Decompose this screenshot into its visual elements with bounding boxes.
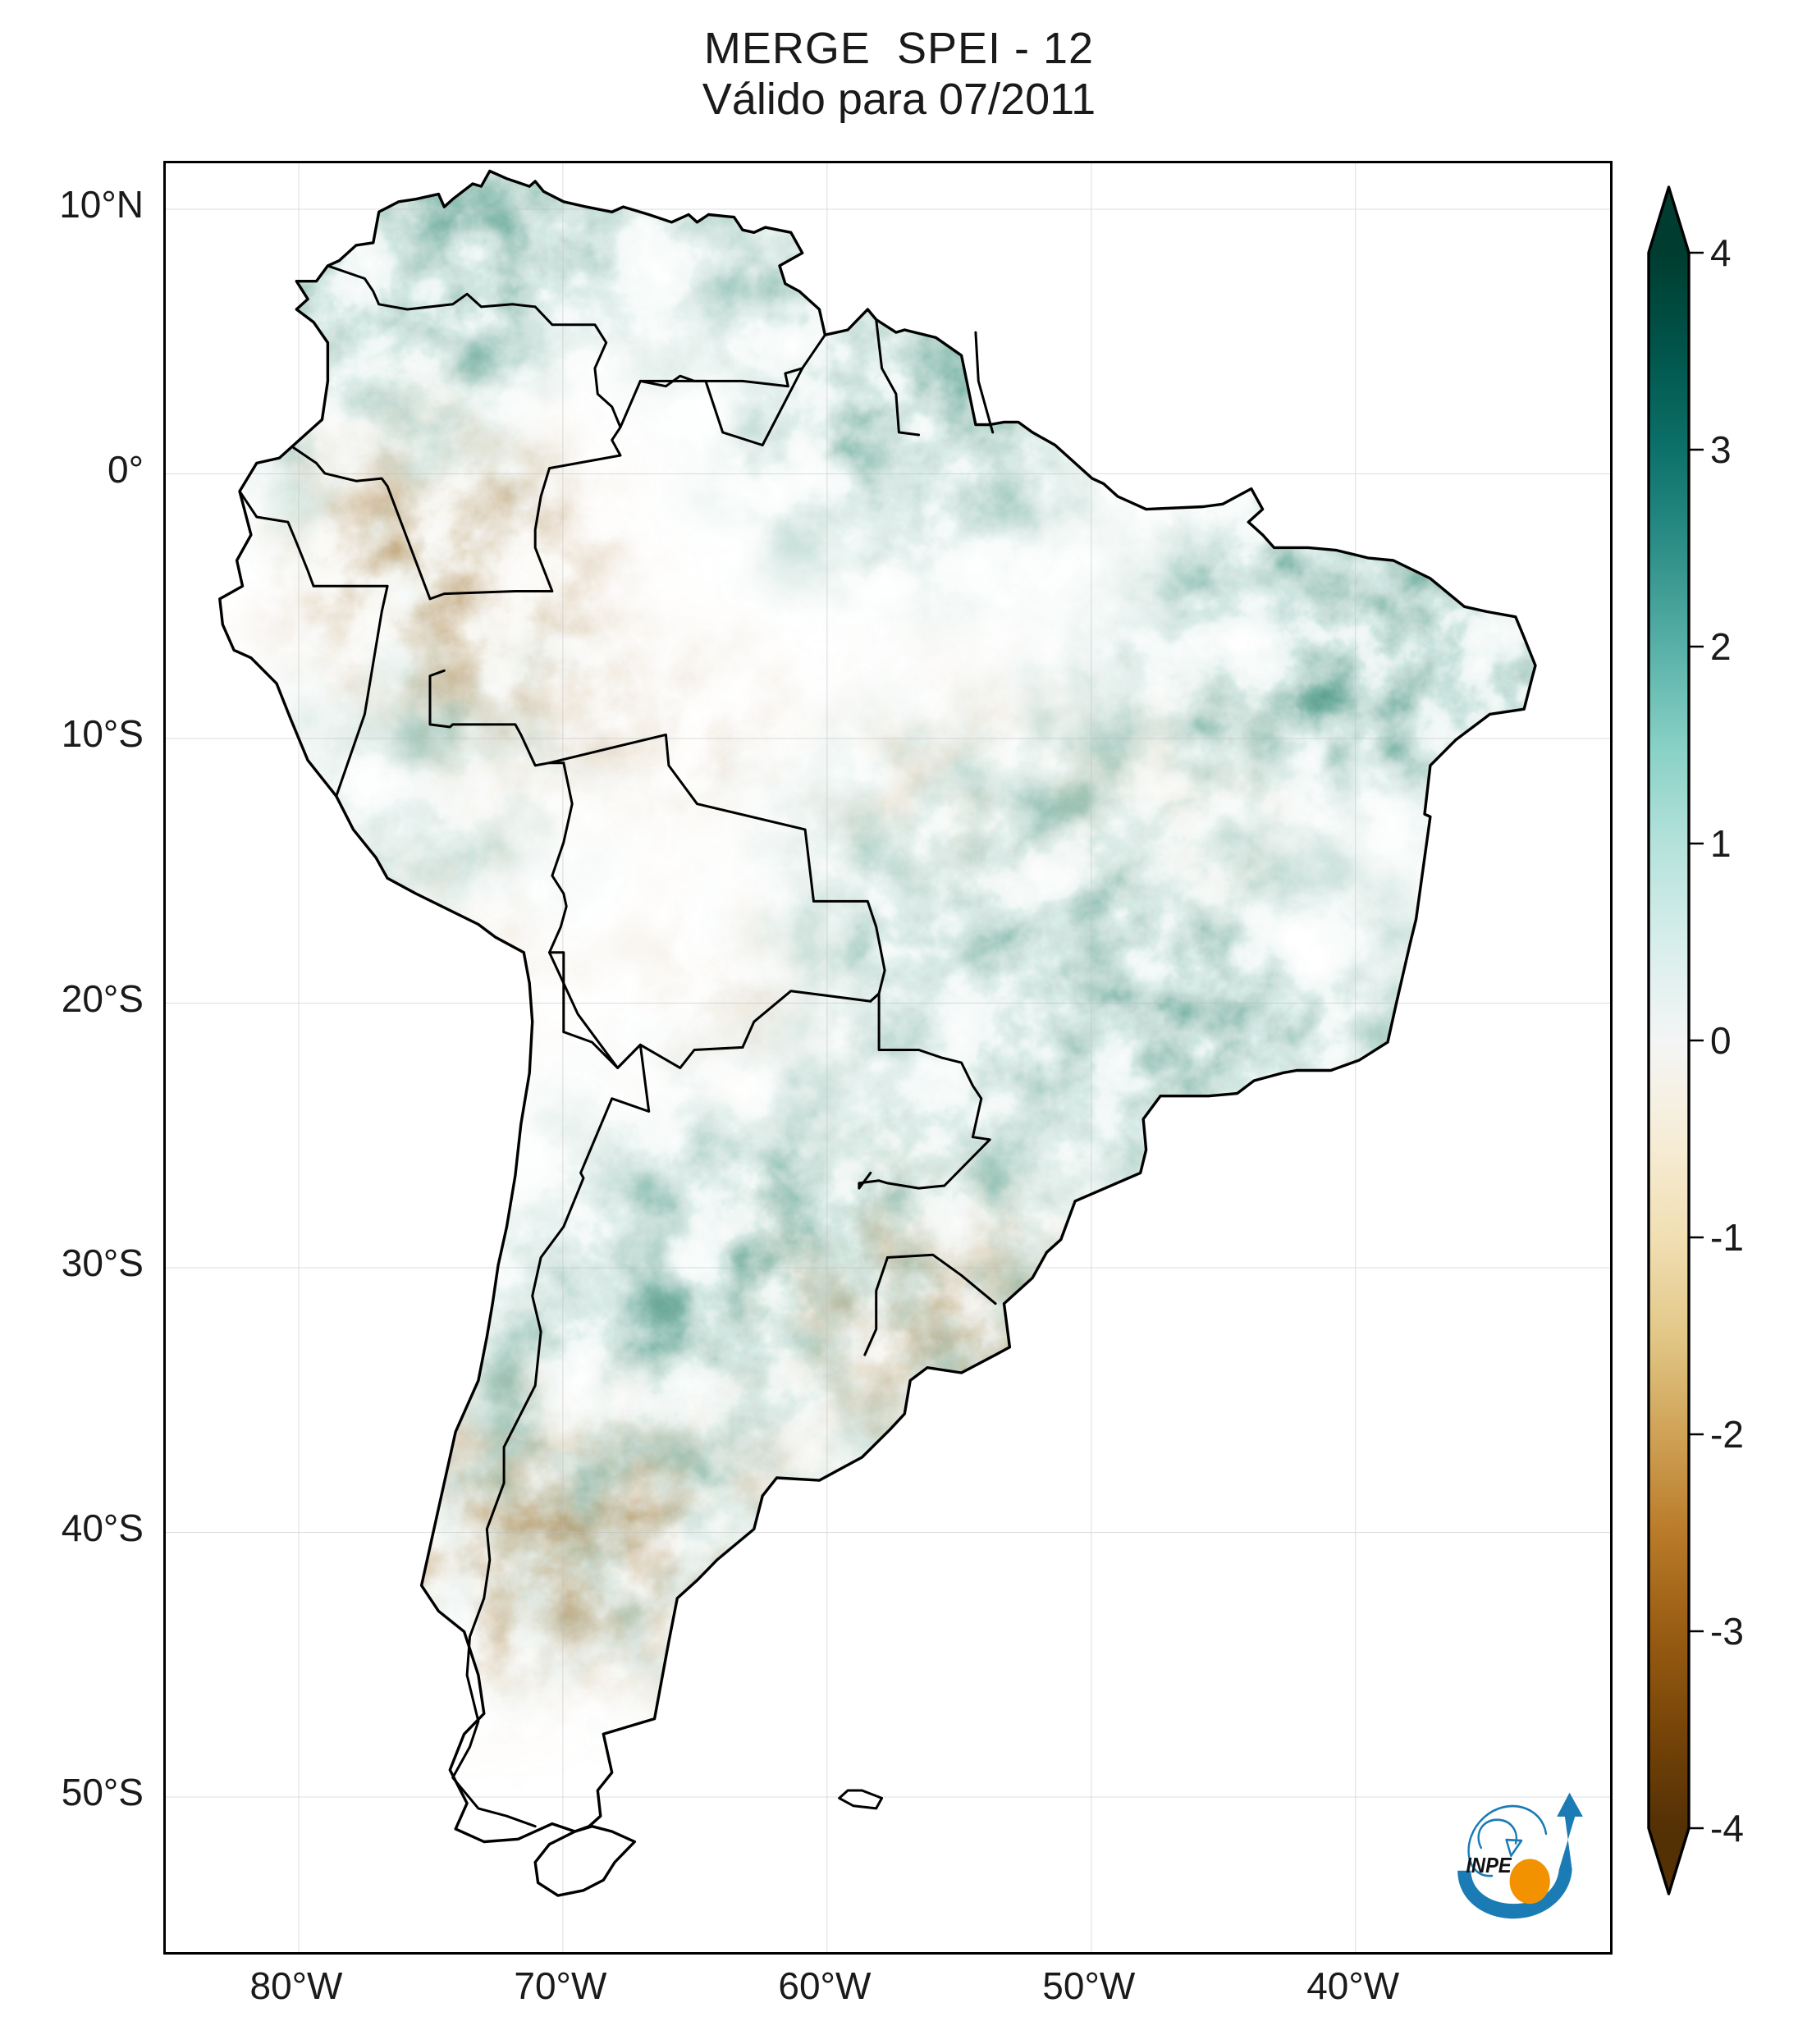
svg-text:-1: -1 (1710, 1216, 1744, 1259)
svg-text:-2: -2 (1710, 1413, 1744, 1456)
svg-text:-3: -3 (1710, 1610, 1744, 1653)
svg-text:3: 3 (1710, 428, 1732, 471)
svg-text:-4: -4 (1710, 1807, 1744, 1850)
svg-text:4: 4 (1710, 231, 1732, 274)
svg-text:2: 2 (1710, 625, 1732, 668)
svg-text:1: 1 (1710, 822, 1732, 865)
svg-text:0: 0 (1710, 1019, 1732, 1062)
